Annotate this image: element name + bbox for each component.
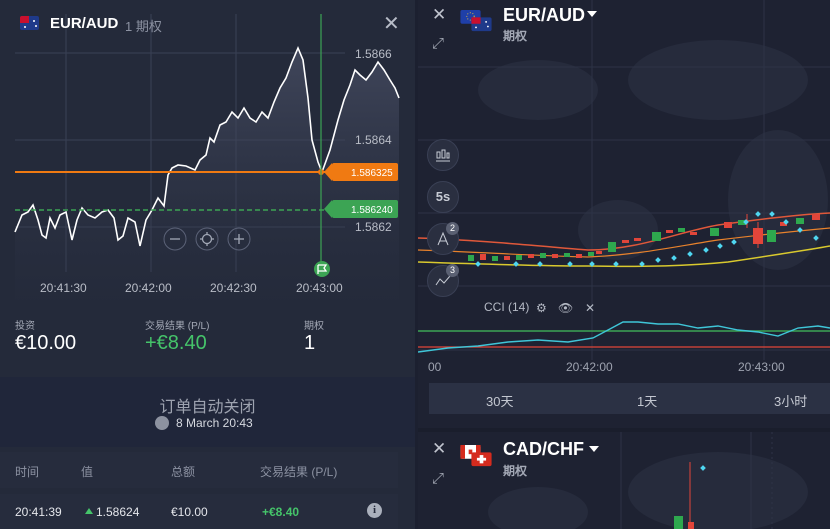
cci-line <box>418 321 830 353</box>
chevron-down-icon[interactable] <box>589 446 599 452</box>
chart-subtitle: 期权 <box>503 29 528 43</box>
table-row[interactable]: 20:41:39 1.58624 €10.00 +€8.40 i <box>0 494 398 529</box>
expand-icon[interactable]: ⤢ <box>432 470 445 487</box>
close-indicator-icon[interactable]: ✕ <box>585 301 596 315</box>
timeframe-button[interactable]: 5s <box>427 181 459 213</box>
arrow-up-icon <box>85 508 93 514</box>
col-value: 值 <box>81 465 94 479</box>
flag-clock-icon <box>155 416 169 430</box>
zoom-reset-button[interactable] <box>195 227 219 251</box>
chevron-down-icon[interactable] <box>587 11 597 17</box>
row-time: 20:41:39 <box>15 505 62 519</box>
result-label: 交易结果 (P/L) <box>145 321 210 332</box>
period-30d[interactable]: 30天 <box>486 394 514 409</box>
auto-close-title: 订单自动关闭 <box>159 399 256 416</box>
deal-panel: 1.5866 1.5864 1.5862 1.586325 1.586240 2… <box>0 0 415 529</box>
chart-cadchf: ✕ ⤢ CAD/CHF 期权 <box>418 432 830 529</box>
eye-icon[interactable]: 👁 <box>558 301 574 315</box>
row-result: +€8.40 <box>262 505 300 519</box>
close-chart-icon[interactable]: ✕ <box>432 439 447 458</box>
result-value: +€8.40 <box>145 332 207 354</box>
price-tick: 1.5862 <box>355 220 392 234</box>
chart-pair-selector[interactable]: EUR/AUD <box>503 5 586 25</box>
chart-eurAUD: 00 20:42:00 20:43:00 ✕ ⤢ EUR/AUD 期权 5s <box>418 0 830 428</box>
close-chart-icon[interactable]: ✕ <box>432 5 447 24</box>
invest-label: 投资 <box>15 321 35 332</box>
candle-chart-2 <box>488 432 808 529</box>
period-1d[interactable]: 1天 <box>637 394 658 409</box>
deal-stats: 投资 €10.00 交易结果 (P/L) +€8.40 期权 1 <box>0 310 415 370</box>
upper-band <box>418 212 830 251</box>
row-amount: €10.00 <box>171 505 208 519</box>
period-3h[interactable]: 3小时 <box>774 394 808 409</box>
options-value: 1 <box>304 332 316 354</box>
time-tick: 20:42:30 <box>210 281 257 295</box>
candle-chart: 00 20:42:00 20:43:00 <box>418 0 830 374</box>
drawing-tools-button[interactable] <box>427 223 459 255</box>
deals-table-header: 时间 值 总额 交易结果 (P/L) <box>0 452 398 488</box>
col-time: 时间 <box>15 465 40 479</box>
auto-close-date: 8 March 20:43 <box>176 416 253 430</box>
chart-pair-selector[interactable]: CAD/CHF <box>503 439 584 459</box>
gear-icon[interactable]: ⚙ <box>536 301 547 315</box>
period-selector: 30天 1天 3小时 <box>429 383 830 414</box>
drawing-count-badge: 2 <box>446 222 459 235</box>
auto-close-banner: 订单自动关闭 <box>0 377 415 447</box>
indicator-count-badge: 3 <box>446 264 459 277</box>
candle-type-button[interactable] <box>427 139 459 171</box>
time-tick: 00 <box>428 360 442 374</box>
grid <box>418 0 830 360</box>
price-line <box>14 45 400 247</box>
charts-panel: 00 20:42:00 20:43:00 ✕ ⤢ EUR/AUD 期权 5s <box>418 0 830 529</box>
row-value: 1.58624 <box>96 505 140 519</box>
col-result: 交易结果 (P/L) <box>260 465 338 479</box>
close-icon[interactable]: ✕ <box>383 13 400 35</box>
options-label: 期权 <box>304 321 324 332</box>
expiry-flag-glyph <box>317 264 328 274</box>
current-price-tag-bg <box>332 163 398 181</box>
current-price-tag: 1.586325 <box>351 168 393 179</box>
entry-price-tag-bg <box>332 200 398 218</box>
current-price-tag-arrow <box>324 163 332 181</box>
indicator-label: CCI (14) <box>484 300 530 314</box>
time-tick: 20:43:00 <box>738 360 785 374</box>
expand-icon[interactable]: ⤢ <box>432 35 445 52</box>
lower-band <box>418 245 830 268</box>
price-area <box>15 48 399 300</box>
deal-header: EUR/AUD 1 期权 ✕ <box>0 0 415 48</box>
expiry-flag-icon <box>314 261 330 277</box>
price-tick: 1.5866 <box>355 47 392 61</box>
invest-value: €10.00 <box>15 332 77 354</box>
cad-chf-flag-icon <box>460 445 492 467</box>
info-icon[interactable]: i <box>367 503 382 518</box>
zoom-out-button[interactable] <box>163 227 187 251</box>
deal-options-count: 1 期权 <box>125 19 162 34</box>
zoom-glyphs <box>170 232 244 246</box>
chart-subtitle: 期权 <box>503 464 528 478</box>
price-tick: 1.5864 <box>355 133 392 147</box>
time-tick: 20:42:00 <box>125 281 172 295</box>
col-amount: 总额 <box>171 465 196 479</box>
time-tick: 20:41:30 <box>40 281 87 295</box>
eur-aud-flag-icon <box>460 10 492 32</box>
time-tick: 20:42:00 <box>566 360 613 374</box>
deal-chart: 1.5866 1.5864 1.5862 1.586325 1.586240 2… <box>14 14 400 300</box>
deal-pair: EUR/AUD <box>50 15 119 32</box>
middle-band <box>418 227 830 258</box>
entry-price-tag: 1.586240 <box>351 205 393 216</box>
entry-price-tag-arrow <box>324 200 332 218</box>
au-flag-icon <box>20 16 39 30</box>
time-tick: 20:43:00 <box>296 281 343 295</box>
zoom-in-button[interactable] <box>227 227 251 251</box>
world-map-bg <box>478 40 828 270</box>
candles <box>468 214 820 261</box>
